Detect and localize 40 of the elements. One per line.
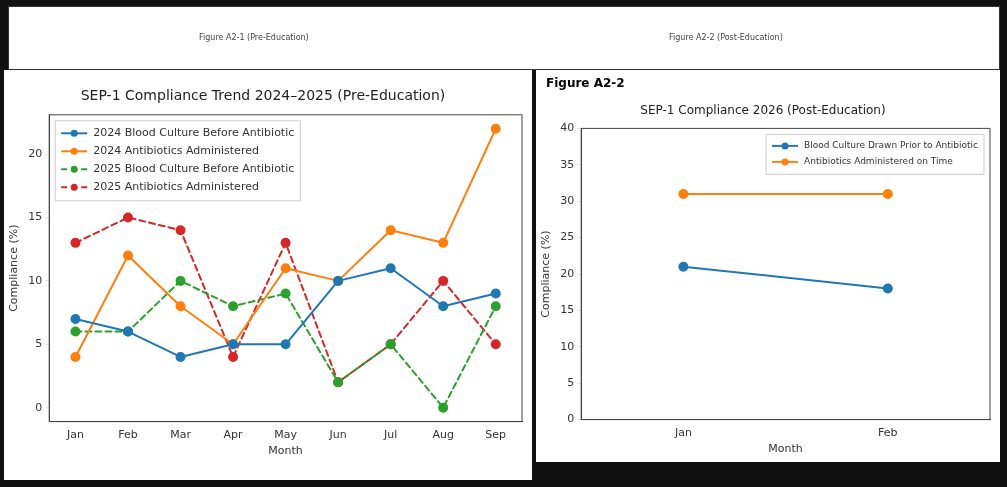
y-tick-label: 5	[567, 376, 575, 390]
y-tick-label: 0	[35, 400, 43, 414]
chart-title: SEP-1 Compliance 2026 (Post-Education)	[640, 103, 886, 118]
y-tick-label: 10	[560, 339, 575, 353]
y-tick-label: 10	[28, 273, 43, 287]
legend-label: Antibiotics Administered on Time	[804, 156, 954, 167]
y-axis-title: Compliance (%)	[7, 224, 21, 312]
x-tick-label: Jan	[65, 428, 84, 442]
y-tick-label: 40	[560, 121, 575, 135]
caption: Figure A2-2 (Post-Education)	[669, 33, 783, 42]
y-tick-label: 25	[560, 230, 575, 244]
y-tick-label: 15	[560, 303, 575, 317]
x-tick-label: Jul	[383, 428, 398, 442]
caption: Figure A2-1 (Pre-Education)	[199, 33, 309, 42]
x-tick-label: Feb	[878, 426, 898, 440]
x-tick-label: Jan	[673, 426, 692, 440]
legend-label: 2025 Blood Culture Before Antibiotic	[93, 162, 295, 176]
legend-label: 2025 Antibiotics Administered	[93, 180, 259, 194]
x-tick-label: Jun	[328, 428, 347, 442]
y-tick-label: 20	[560, 266, 575, 280]
x-tick-label: Mar	[170, 428, 192, 442]
chart-title: SEP-1 Compliance Trend 2024–2025 (Pre-Education)	[80, 87, 446, 104]
y-tick-label: 0	[567, 412, 575, 426]
x-tick-label: Feb	[118, 428, 138, 442]
y-tick-label: 20	[28, 146, 43, 160]
caption: Figure A2-2	[546, 76, 625, 90]
x-axis-title: Month	[768, 442, 803, 456]
legend-label: 2024 Blood Culture Before Antibiotic	[93, 126, 295, 140]
y-tick-label: 35	[560, 157, 575, 171]
y-tick-label: 15	[28, 210, 43, 224]
x-tick-label: Aug	[432, 428, 454, 442]
x-tick-label: Apr	[223, 428, 244, 442]
y-tick-label: 5	[35, 337, 43, 351]
x-tick-label: Sep	[485, 428, 507, 442]
y-tick-label: 30	[560, 194, 575, 208]
y-axis-title: Compliance (%)	[539, 230, 553, 318]
x-tick-label: May	[274, 428, 298, 442]
x-axis-title: Month	[268, 444, 303, 458]
legend-label: 2024 Antibiotics Administered	[93, 144, 259, 158]
legend-label: Blood Culture Drawn Prior to Antibiotic	[804, 140, 979, 151]
